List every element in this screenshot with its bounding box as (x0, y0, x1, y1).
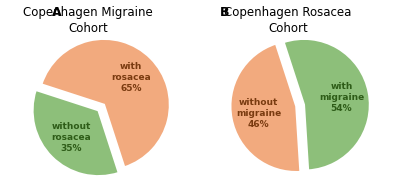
Wedge shape (41, 39, 170, 167)
Text: A: A (52, 6, 62, 19)
Text: with
migraine
54%: with migraine 54% (319, 82, 364, 113)
Text: Copenhagen Rosacea
Cohort: Copenhagen Rosacea Cohort (224, 6, 352, 35)
Text: without
migraine
46%: without migraine 46% (236, 98, 281, 129)
Wedge shape (230, 44, 300, 172)
Text: B: B (220, 6, 230, 19)
Wedge shape (32, 90, 119, 176)
Text: with
rosacea
65%: with rosacea 65% (111, 62, 151, 93)
Wedge shape (284, 39, 370, 170)
Text: Copenhagen Migraine
Cohort: Copenhagen Migraine Cohort (23, 6, 153, 35)
Text: without
rosacea
35%: without rosacea 35% (52, 122, 91, 153)
